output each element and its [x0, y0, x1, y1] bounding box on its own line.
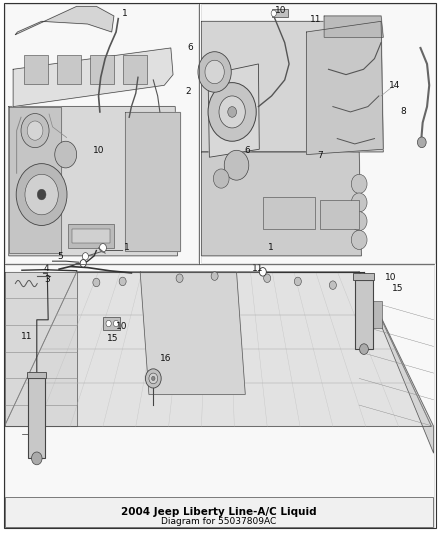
- Text: 1: 1: [268, 243, 274, 252]
- Bar: [24, 55, 48, 84]
- Bar: [90, 55, 114, 84]
- Circle shape: [113, 320, 119, 327]
- Text: 10: 10: [275, 6, 286, 15]
- Circle shape: [259, 268, 266, 276]
- Circle shape: [264, 274, 271, 282]
- Bar: [272, 9, 288, 17]
- Polygon shape: [201, 152, 361, 256]
- Bar: [5, 265, 434, 527]
- Circle shape: [55, 141, 77, 168]
- Bar: [28, 378, 45, 458]
- Bar: [103, 317, 120, 330]
- Circle shape: [145, 369, 161, 388]
- Text: 1: 1: [124, 244, 130, 252]
- Circle shape: [152, 376, 155, 381]
- Circle shape: [32, 452, 42, 465]
- Circle shape: [351, 212, 367, 231]
- Bar: [355, 280, 373, 349]
- Circle shape: [93, 278, 100, 287]
- Bar: [353, 273, 374, 280]
- Circle shape: [208, 83, 256, 141]
- Circle shape: [219, 96, 245, 128]
- Polygon shape: [13, 48, 173, 107]
- Circle shape: [106, 320, 111, 327]
- Circle shape: [25, 174, 58, 215]
- Text: 2: 2: [186, 87, 191, 96]
- Polygon shape: [9, 107, 177, 256]
- Circle shape: [351, 174, 367, 193]
- Circle shape: [360, 344, 368, 354]
- Bar: [320, 200, 359, 229]
- Bar: [27, 372, 46, 378]
- Text: 11: 11: [252, 264, 263, 272]
- Text: 11: 11: [21, 333, 32, 341]
- Text: 1: 1: [122, 9, 128, 18]
- Circle shape: [417, 137, 426, 148]
- Text: 16: 16: [160, 354, 171, 362]
- Bar: [373, 301, 382, 328]
- Circle shape: [294, 277, 301, 286]
- Bar: [5, 4, 198, 263]
- Circle shape: [149, 373, 158, 384]
- Circle shape: [205, 60, 224, 84]
- Polygon shape: [307, 21, 383, 155]
- Text: 14: 14: [389, 81, 400, 90]
- Polygon shape: [15, 6, 114, 35]
- Text: 6: 6: [244, 146, 251, 155]
- Text: 11: 11: [310, 15, 321, 24]
- Circle shape: [198, 52, 231, 92]
- Circle shape: [37, 189, 46, 200]
- Circle shape: [351, 193, 367, 212]
- Text: 2004 Jeep Liberty Line-A/C Liquid: 2004 Jeep Liberty Line-A/C Liquid: [121, 507, 317, 517]
- Polygon shape: [4, 272, 431, 426]
- Text: 15: 15: [392, 285, 403, 293]
- Circle shape: [82, 253, 88, 260]
- Circle shape: [21, 114, 49, 148]
- Polygon shape: [5, 272, 77, 426]
- Bar: [123, 55, 147, 84]
- Text: 3: 3: [44, 276, 50, 284]
- Text: 10: 10: [93, 146, 104, 155]
- Circle shape: [176, 274, 183, 282]
- Polygon shape: [125, 112, 180, 251]
- Polygon shape: [9, 107, 61, 253]
- Circle shape: [16, 164, 67, 225]
- Polygon shape: [324, 16, 383, 37]
- Circle shape: [213, 169, 229, 188]
- Bar: [57, 55, 81, 84]
- Text: 4: 4: [44, 264, 49, 272]
- Text: 5: 5: [57, 253, 64, 261]
- Circle shape: [351, 230, 367, 249]
- Bar: [201, 4, 435, 263]
- Polygon shape: [201, 21, 383, 152]
- Bar: [263, 197, 315, 229]
- Text: 10: 10: [385, 273, 396, 281]
- Text: 6: 6: [187, 44, 194, 52]
- Circle shape: [228, 107, 237, 117]
- Polygon shape: [359, 272, 434, 453]
- Circle shape: [99, 244, 106, 252]
- Circle shape: [329, 281, 336, 289]
- Bar: [5, 497, 433, 527]
- Circle shape: [119, 277, 126, 286]
- Text: 10: 10: [116, 322, 127, 330]
- Circle shape: [80, 260, 86, 267]
- Polygon shape: [208, 64, 259, 157]
- Text: Diagram for 55037809AC: Diagram for 55037809AC: [161, 517, 277, 526]
- Polygon shape: [140, 272, 245, 394]
- Circle shape: [271, 10, 276, 17]
- Circle shape: [211, 272, 218, 280]
- Text: 7: 7: [317, 151, 323, 160]
- Text: 15: 15: [107, 334, 119, 343]
- Bar: [72, 229, 110, 243]
- Bar: [68, 224, 114, 248]
- Circle shape: [27, 121, 43, 140]
- Circle shape: [224, 150, 249, 180]
- Text: 8: 8: [400, 108, 406, 116]
